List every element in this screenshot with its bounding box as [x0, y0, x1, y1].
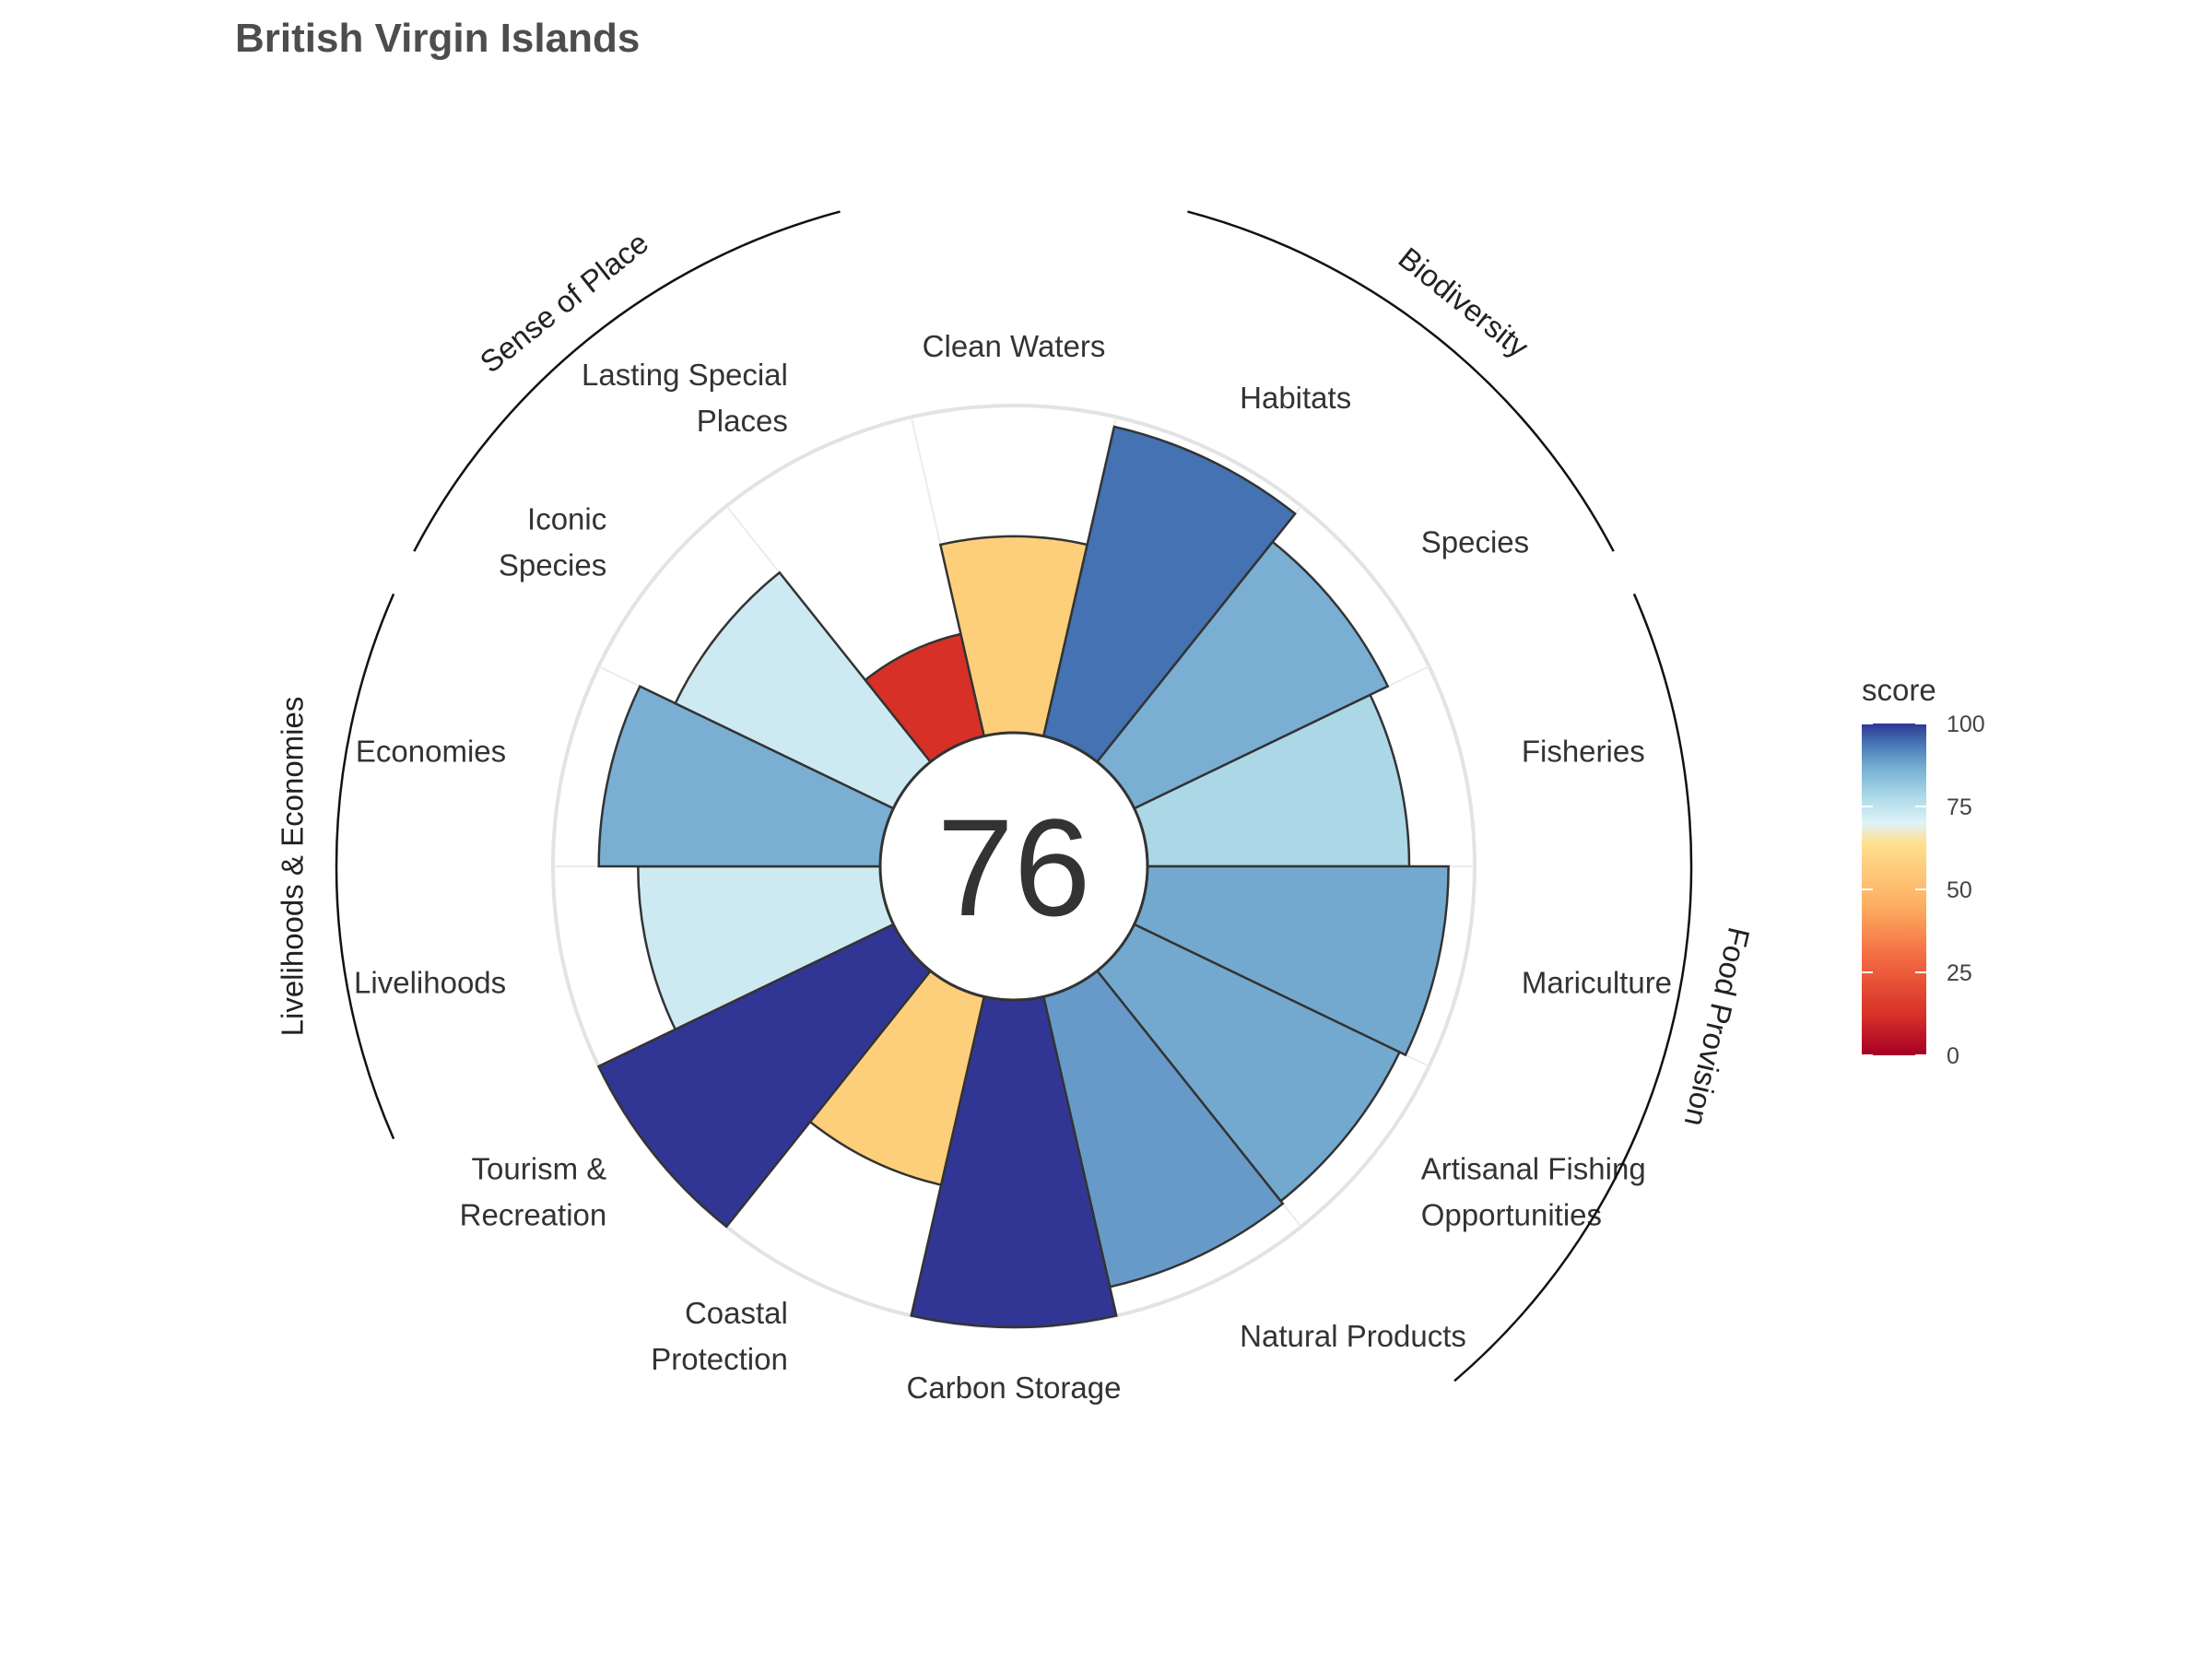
group-arc-biodiversity	[1187, 210, 1615, 552]
center-score: 76	[937, 790, 1091, 945]
legend-tick-label: 0	[1947, 1043, 1959, 1069]
goal-label-line: Fisheries	[1522, 734, 1645, 768]
goal-label-tourism-recreation: Tourism & Recreation	[460, 1151, 607, 1231]
group-label-biodiversity: Biodiversity	[1393, 241, 1535, 364]
goal-label-species: Species	[1421, 525, 1529, 559]
group-arc-sense-of-place	[413, 210, 841, 552]
goal-label-lasting-special-places: Lasting Special Places	[582, 358, 788, 438]
petals	[596, 425, 1450, 1329]
goal-label-carbon-storage: Carbon Storage	[907, 1371, 1122, 1405]
goal-label-line: Opportunities	[1421, 1197, 1602, 1231]
goal-label-mariculture: Mariculture	[1522, 966, 1672, 1000]
chart-title: British Virgin Islands	[235, 16, 640, 61]
goal-label-coastal-protection: Coastal Protection	[651, 1296, 788, 1376]
group-label-livelihoods-economies: Livelihoods & Economies	[276, 697, 310, 1037]
legend-tick-label: 50	[1947, 877, 1972, 903]
goal-label-economies: Economies	[356, 734, 506, 768]
goal-label-line: Tourism &	[472, 1151, 607, 1185]
goal-label-iconic-species: Iconic Species	[499, 502, 606, 582]
goal-label-line: Natural Products	[1240, 1319, 1466, 1353]
group-arc-food-provision	[1453, 593, 1693, 1382]
group-arc-livelihoods-economies	[335, 593, 395, 1140]
goal-label-line: Livelihoods	[354, 966, 506, 1000]
goal-label-line: Mariculture	[1522, 966, 1672, 1000]
legend-tick-label: 75	[1947, 794, 1972, 820]
goal-label-line: Species	[499, 548, 606, 582]
goal-label-line: Habitats	[1240, 381, 1351, 415]
goal-label-line: Carbon Storage	[907, 1371, 1122, 1405]
color-legend: score 0 25 50 75 100	[1862, 673, 1985, 1069]
goal-label-line: Protection	[651, 1342, 788, 1376]
legend-tick-label: 25	[1947, 960, 1972, 986]
goal-label-fisheries: Fisheries	[1522, 734, 1645, 768]
goal-label-habitats: Habitats	[1240, 381, 1351, 415]
goal-label-natural-products: Natural Products	[1240, 1319, 1466, 1353]
goal-label-line: Artisanal Fishing	[1421, 1151, 1646, 1185]
legend-title: score	[1862, 673, 1936, 707]
goal-label-line: Species	[1421, 525, 1529, 559]
goal-label-line: Lasting Special	[582, 358, 788, 392]
goal-label-line: Economies	[356, 734, 506, 768]
goal-label-artisanal-fishing: Artisanal Fishing Opportunities	[1421, 1151, 1646, 1231]
group-label-sense-of-place: Sense of Place	[474, 225, 655, 379]
goal-labels: Fisheries Mariculture Artisanal Fishing Opp…	[354, 329, 1672, 1405]
goal-label-line: Recreation	[460, 1197, 607, 1231]
legend-ticks: 0 25 50 75 100	[1862, 712, 1985, 1069]
goal-label-line: Iconic	[527, 502, 606, 536]
center-circle	[878, 731, 1149, 1002]
legend-tick-label: 100	[1947, 712, 1985, 737]
goal-label-clean-waters: Clean Waters	[923, 329, 1106, 363]
goal-label-line: Coastal	[685, 1296, 788, 1330]
goal-label-line: Clean Waters	[923, 329, 1106, 363]
goal-label-line: Places	[697, 404, 788, 438]
goal-label-livelihoods: Livelihoods	[354, 966, 506, 1000]
group-label-food-provision: Food Provision	[1678, 924, 1757, 1130]
